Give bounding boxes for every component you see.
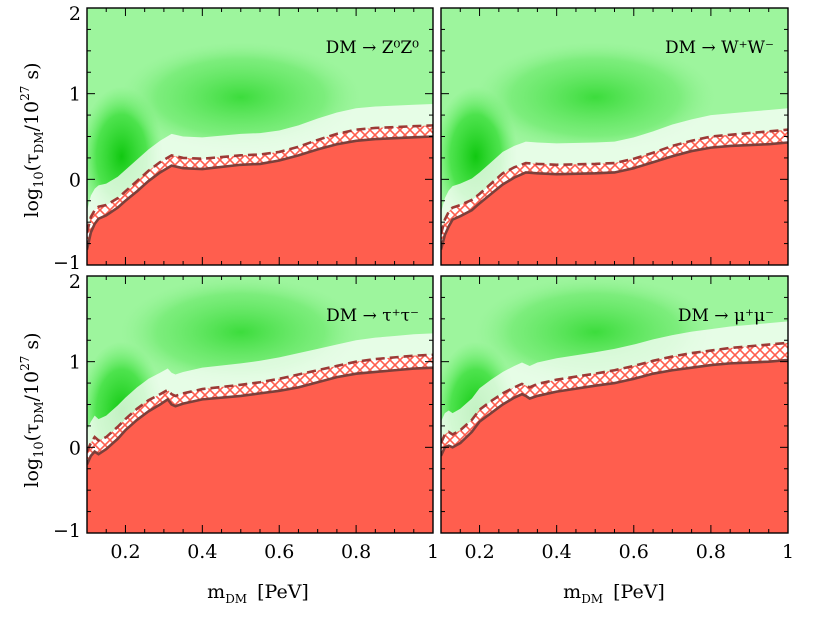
x-tick-label: 0.2	[110, 541, 140, 563]
x-tick-label: 1	[782, 541, 794, 563]
panel-4: 0.2 0.4 0.6 0.8 1 DM → μ⁺μ⁻	[440, 275, 794, 563]
x-tick-label: 1	[427, 541, 439, 563]
channel-label: DM → Z⁰Z⁰	[326, 38, 420, 58]
y-axis-label-top: log10(τDM/1027 s)	[18, 62, 47, 217]
y-tick-label: 2	[69, 3, 81, 25]
y-tick-label: −1	[53, 252, 81, 274]
channel-label: DM → W⁺W⁻	[665, 38, 774, 58]
lower-bound-line	[87, 366, 433, 465]
panel-3: −1 0 1 2 0.2 0.4 0.6 0.8 1 DM → τ⁺τ⁻	[53, 271, 439, 563]
y-tick-label: 1	[69, 84, 81, 106]
lower-bound-line	[87, 135, 433, 250]
uncertainty-band	[87, 354, 433, 465]
excluded-region	[87, 136, 433, 265]
panel-2: DM → W⁺W⁻	[440, 7, 789, 266]
y-tick-label: 1	[69, 352, 81, 374]
upper-bound-line	[441, 341, 788, 444]
x-tick-label: 0.6	[264, 541, 294, 563]
panel-1: −1 0 1 2 DM → Z⁰Z⁰	[53, 3, 434, 274]
x-tick-label: 0.4	[542, 541, 572, 563]
x-tick-label: 0.8	[341, 541, 371, 563]
channel-label: DM → τ⁺τ⁻	[326, 306, 419, 326]
lower-bound-line	[441, 358, 788, 457]
x-axis-label-left: mDM [PeV]	[207, 581, 309, 606]
y-tick-label: 0	[69, 437, 81, 459]
y-axis-label-bottom: log10(τDM/1027 s)	[18, 332, 47, 487]
upper-bound-line	[87, 353, 433, 453]
upper-bound-line	[441, 128, 788, 235]
y-tick-label: 2	[69, 271, 81, 293]
uncertainty-band	[441, 129, 788, 250]
lower-bound-line	[441, 141, 788, 250]
excluded-region	[441, 359, 788, 533]
bound-haze	[441, 108, 788, 235]
channel-label: DM → μ⁺μ⁻	[678, 306, 774, 326]
excluded-region	[87, 367, 433, 533]
bound-haze	[87, 103, 433, 233]
upper-bound-line	[87, 124, 433, 233]
x-axis-label-right: mDM [PeV]	[563, 581, 665, 606]
x-tick-label: 0.8	[696, 541, 726, 563]
y-tick-label: 0	[69, 169, 81, 191]
bound-haze	[87, 333, 433, 452]
y-tick-label: −1	[53, 520, 81, 542]
x-tick-label: 0.4	[187, 541, 217, 563]
uncertainty-band	[87, 125, 433, 250]
x-tick-label: 0.6	[619, 541, 649, 563]
signal-hotspot-mid-mass	[475, 42, 716, 153]
x-tick-label: 0.2	[464, 541, 494, 563]
